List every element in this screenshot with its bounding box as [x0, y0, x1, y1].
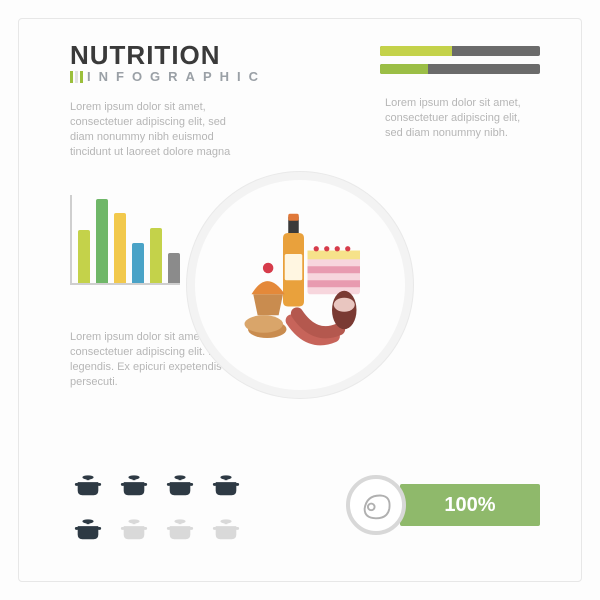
bar: [168, 253, 180, 283]
title-sub-row: INFOGRAPHIC: [70, 69, 266, 84]
bar: [114, 213, 126, 283]
pot-icon: [162, 509, 198, 545]
title-sub: INFOGRAPHIC: [87, 69, 266, 84]
pot-icon: [208, 509, 244, 545]
pot-icon: [116, 465, 152, 501]
bar: [150, 228, 162, 283]
steak-icon: [346, 475, 406, 535]
title-main: NUTRITION: [70, 40, 266, 71]
paragraph-top-left: Lorem ipsum dolor sit amet, consectetuer…: [70, 100, 250, 159]
pot-icon-grid: [70, 465, 244, 545]
food-illustration: [213, 198, 388, 373]
pot-icon: [70, 509, 106, 545]
pot-icon: [70, 465, 106, 501]
progress-bar: [380, 46, 540, 56]
bar-chart: [70, 195, 180, 285]
progress-bar-group: [380, 46, 540, 74]
percent-value: 100%: [444, 494, 495, 517]
percent-value-bar: 100%: [400, 484, 540, 526]
pot-icon: [208, 465, 244, 501]
cupcake-icon: [251, 262, 284, 315]
wine-bottle-icon: [283, 213, 304, 306]
layer-cake-icon: [307, 246, 360, 294]
food-circle: [195, 180, 405, 390]
pot-icon: [162, 465, 198, 501]
bar: [78, 230, 90, 283]
pot-icon: [116, 509, 152, 545]
cookies-icon: [244, 315, 286, 338]
progress-bar: [380, 64, 540, 74]
bar: [132, 243, 144, 283]
bar: [96, 199, 108, 283]
title-accent-bars: [70, 71, 83, 83]
paragraph-top-right: Lorem ipsum dolor sit amet, consectetuer…: [385, 96, 540, 141]
salami-icon: [332, 290, 357, 329]
sausages-icon: [291, 313, 338, 339]
title-block: NUTRITION INFOGRAPHIC: [70, 40, 266, 84]
percent-card: 100%: [346, 475, 540, 535]
infographic-canvas: NUTRITION INFOGRAPHIC Lorem ipsum dolor …: [0, 0, 600, 600]
